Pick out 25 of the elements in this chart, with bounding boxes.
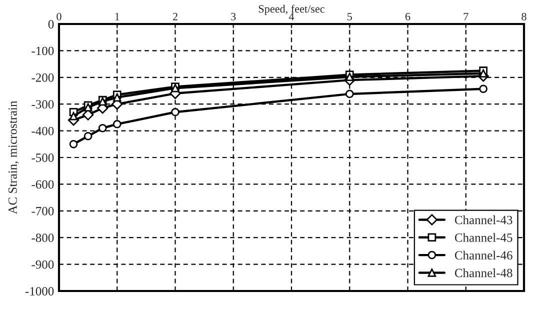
x-tick-label: 8 xyxy=(522,12,526,20)
y-tick-label: -700 xyxy=(32,206,54,216)
y-tick-label: -500 xyxy=(32,154,54,162)
x-tick-label: 2 xyxy=(172,12,178,20)
y-tick-label: -600 xyxy=(32,180,54,189)
x-tick-label: 1 xyxy=(115,12,120,20)
y-tick-label: -900 xyxy=(32,260,54,269)
y-tick-label: 0 xyxy=(48,20,54,28)
y-tick-label: -300 xyxy=(32,100,54,109)
x-tick-label: 0 xyxy=(56,12,62,20)
y-axis-title: AC Strain, microstrain xyxy=(8,100,19,214)
x-tick-label: 6 xyxy=(405,12,410,20)
y-tick-label: -800 xyxy=(32,234,54,242)
x-tick-label: 7 xyxy=(464,12,468,20)
legend-label: Channel-43 xyxy=(454,215,512,224)
x-tick-label: 4 xyxy=(288,12,294,20)
y-tick-label: -400 xyxy=(32,126,54,136)
legend-label: Channel-45 xyxy=(454,233,512,242)
legend-label: Channel-48 xyxy=(454,268,512,278)
y-tick-label: -100 xyxy=(32,46,54,56)
x-tick-label: 3 xyxy=(231,12,236,20)
x-tick-label: 5 xyxy=(347,12,352,20)
y-tick-label: -1000 xyxy=(25,287,54,296)
y-tick-label: -200 xyxy=(32,73,54,82)
legend-label: Channel-46 xyxy=(454,250,512,260)
